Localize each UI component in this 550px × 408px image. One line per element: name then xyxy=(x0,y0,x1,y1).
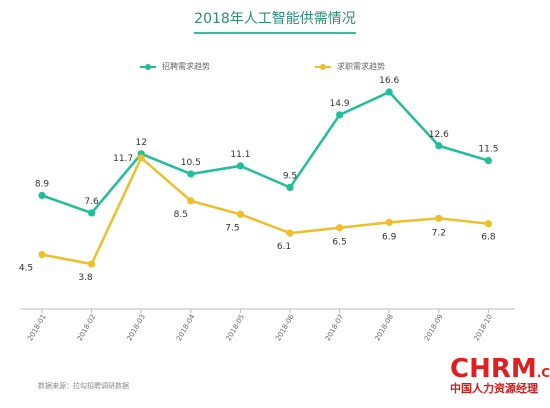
x-tick-label: 2018-04 xyxy=(175,313,197,343)
chrm-watermark: CHRM.CN 中国人力资源经理 xyxy=(450,354,550,396)
series-0-value-label: 8.9 xyxy=(35,179,50,189)
series-1-point xyxy=(336,224,344,232)
series-1-value-label: 11.7 xyxy=(113,154,133,164)
watermark-logo: CHRM.CN xyxy=(450,354,550,384)
legend-marker-recruit xyxy=(140,63,156,70)
series-1-value-label: 6.1 xyxy=(277,242,291,252)
legend-item-recruit: 招聘需求趋势 xyxy=(140,61,210,72)
series-0-point xyxy=(484,156,492,165)
series-0-point xyxy=(336,111,344,119)
chart-title: 2018年人工智能供需情况 xyxy=(194,8,356,34)
series-1-point xyxy=(236,210,244,218)
x-tick-label: 2018-05 xyxy=(225,313,247,342)
data-labels: 8.9 7.6 12 10.5 11.1 9.5 14.9 16.6 12.6 11.5 4.5 3.… xyxy=(19,76,499,283)
watermark-subtitle: 中国人力资源经理 xyxy=(450,382,538,395)
legend-label-jobseek: 求职需求趋势 xyxy=(337,62,385,71)
series-points xyxy=(38,88,492,268)
source-note: 数据来源：拉勾招聘调研数据 xyxy=(38,382,129,390)
series-0-point xyxy=(286,183,294,192)
series-1-value-label: 8.5 xyxy=(174,210,188,220)
series-1-value-label: 6.8 xyxy=(481,233,496,243)
x-tick-label: 2018-10 xyxy=(473,313,495,342)
series-0-value-label: 7.6 xyxy=(84,197,99,207)
x-tick-label: 2018-09 xyxy=(423,313,445,342)
series-line-1 xyxy=(41,156,489,266)
series-1-point xyxy=(385,218,393,226)
series-line-0 xyxy=(41,90,489,215)
series-0-value-label: 14.9 xyxy=(330,99,350,109)
series-1-point xyxy=(286,229,294,237)
series-0-value-label: 9.5 xyxy=(283,171,297,181)
series-1-point xyxy=(484,220,492,228)
legend-marker-jobseek xyxy=(315,63,331,70)
series-1-value-label: 4.5 xyxy=(19,264,33,274)
series-0-value-label: 11.1 xyxy=(230,150,250,160)
series-1-value-label: 7.5 xyxy=(225,223,239,233)
legend-item-jobseek: 求职需求趋势 xyxy=(315,61,385,72)
series-0-value-label: 10.5 xyxy=(181,158,201,168)
legend-label-recruit: 招聘需求趋势 xyxy=(162,62,210,71)
x-tick-label: 2018-01 xyxy=(26,313,48,342)
x-tick-label: 2018-02 xyxy=(76,313,98,342)
series-0-value-label: 12 xyxy=(135,138,146,148)
watermark-suffix: .CN xyxy=(536,366,550,380)
series-1-point xyxy=(435,214,443,222)
x-tick-label: 2018-07 xyxy=(324,313,346,342)
series-0-point xyxy=(435,142,443,150)
series-1-point xyxy=(38,250,46,259)
series-0-point xyxy=(88,209,96,217)
x-tick-label: 2018-03 xyxy=(125,313,147,342)
x-tick-label: 2018-06 xyxy=(274,313,296,343)
x-tick-label: 2018-08 xyxy=(373,313,395,342)
watermark-brand: CHRM xyxy=(450,354,537,384)
series-0-point xyxy=(236,162,244,170)
series-1-value-label: 6.5 xyxy=(332,238,346,248)
x-axis-ticks: 2018-01 2018-02 2018-03 2018-04 2018-05 2018-… xyxy=(26,309,494,342)
series-0-point xyxy=(38,191,46,200)
series-1-value-label: 7.2 xyxy=(432,228,446,238)
series-0-value-label: 16.6 xyxy=(379,76,399,86)
series-1-value-label: 6.9 xyxy=(382,232,397,242)
series-lines xyxy=(41,90,489,266)
series-0-value-label: 11.5 xyxy=(478,145,498,155)
series-0-point xyxy=(187,170,195,178)
series-1-value-label: 3.8 xyxy=(78,273,93,283)
chart-title-wrap: 2018年人工智能供需情况 xyxy=(0,8,550,34)
series-0-value-label: 12.6 xyxy=(429,130,449,140)
series-1-point xyxy=(187,197,195,205)
series-1-point xyxy=(88,260,96,268)
series-1-point xyxy=(137,154,145,162)
series-0-point xyxy=(385,88,393,96)
